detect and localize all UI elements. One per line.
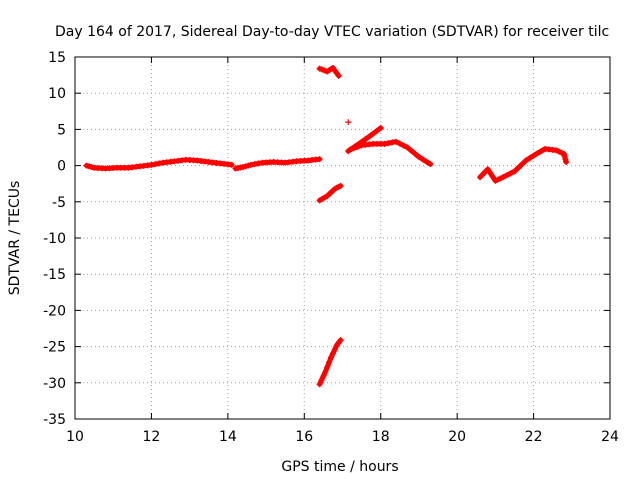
y-tick-label: -10 bbox=[43, 231, 66, 247]
data-point-marker bbox=[500, 174, 506, 181]
data-point-marker bbox=[320, 373, 327, 380]
y-tick-label: 15 bbox=[48, 50, 66, 66]
x-tick-label: 24 bbox=[601, 429, 619, 445]
data-point-marker bbox=[331, 346, 338, 353]
data-point-marker bbox=[389, 139, 396, 146]
data-point-marker bbox=[377, 124, 384, 131]
data-point-marker bbox=[427, 161, 434, 168]
y-tick-label: 5 bbox=[57, 122, 66, 138]
data-point-marker bbox=[412, 150, 419, 157]
data-point-marker bbox=[423, 158, 430, 165]
x-tick-label: 14 bbox=[219, 429, 237, 445]
data-point-marker bbox=[324, 364, 331, 371]
y-tick-label: -25 bbox=[43, 340, 66, 356]
data-point-marker bbox=[328, 354, 335, 361]
data-point-marker bbox=[337, 337, 344, 344]
data-point-marker bbox=[561, 153, 568, 160]
data-point-marker bbox=[152, 161, 159, 168]
data-point-marker bbox=[503, 172, 510, 179]
x-axis-label: GPS time / hours bbox=[281, 459, 398, 475]
x-tick-label: 18 bbox=[372, 429, 390, 445]
data-point-marker bbox=[526, 155, 533, 162]
data-point-marker bbox=[347, 146, 354, 153]
data-point-marker bbox=[396, 140, 403, 147]
data-point-marker bbox=[335, 72, 342, 79]
data-point-marker bbox=[370, 130, 377, 137]
data-point-marker bbox=[404, 144, 411, 151]
chart-title: Day 164 of 2017, Sidereal Day-to-day VTE… bbox=[55, 24, 609, 40]
data-point-marker bbox=[511, 168, 518, 175]
y-tick-label: -15 bbox=[43, 267, 66, 283]
data-point-marker bbox=[489, 173, 496, 180]
data-point-marker bbox=[385, 140, 392, 147]
data-point-marker bbox=[316, 156, 323, 163]
data-point-marker bbox=[408, 147, 415, 154]
data-point-marker bbox=[251, 161, 258, 168]
data-point-marker bbox=[329, 350, 336, 357]
data-point-marker bbox=[562, 156, 569, 163]
data-point-marker bbox=[530, 152, 537, 159]
data-point-marker bbox=[326, 359, 333, 366]
x-tick-label: 22 bbox=[525, 429, 543, 445]
y-tick-label: -20 bbox=[43, 303, 66, 319]
data-point-marker bbox=[255, 160, 262, 167]
x-tick-label: 16 bbox=[295, 429, 313, 445]
x-tick-label: 12 bbox=[143, 429, 161, 445]
data-point-marker bbox=[484, 166, 491, 173]
data-point-marker bbox=[156, 160, 163, 167]
y-tick-label: 0 bbox=[57, 159, 66, 175]
data-point-marker bbox=[345, 119, 352, 126]
data-point-marker bbox=[316, 381, 323, 388]
data-point-marker bbox=[366, 133, 373, 140]
data-point-marker bbox=[507, 170, 514, 177]
data-point-marker bbox=[561, 151, 568, 158]
x-tick-label: 10 bbox=[66, 429, 84, 445]
x-tick-label: 20 bbox=[448, 429, 466, 445]
data-point-marker bbox=[148, 161, 155, 168]
data-points bbox=[83, 64, 570, 388]
data-point-marker bbox=[419, 156, 426, 163]
y-axis-label: SDTVAR / TECUs bbox=[7, 181, 23, 296]
data-point-marker bbox=[318, 377, 325, 384]
data-point-marker bbox=[350, 145, 357, 152]
data-point-marker bbox=[381, 140, 388, 147]
data-point-marker bbox=[373, 127, 380, 134]
y-tick-label: -35 bbox=[43, 412, 66, 428]
grid-lines bbox=[75, 57, 610, 419]
data-point-marker bbox=[515, 164, 522, 171]
data-point-marker bbox=[228, 161, 235, 168]
data-point-marker bbox=[522, 157, 529, 164]
data-point-marker bbox=[519, 161, 526, 168]
data-point-marker bbox=[337, 182, 344, 189]
data-point-marker bbox=[322, 368, 329, 375]
data-point-marker bbox=[487, 170, 494, 177]
data-point-marker bbox=[563, 158, 570, 165]
axis-ticks: 10 12 14 16 18 20 22 24 -35 -30 -25 -20 -15 -10 -5 0 5 10… bbox=[43, 50, 619, 445]
y-tick-label: -5 bbox=[52, 195, 66, 211]
data-point-marker bbox=[400, 142, 407, 149]
data-point-marker bbox=[393, 138, 399, 145]
y-tick-label: -30 bbox=[43, 376, 66, 392]
data-point-marker bbox=[354, 143, 361, 150]
y-tick-label: 10 bbox=[48, 86, 66, 102]
data-point-marker bbox=[247, 161, 254, 168]
data-point-marker bbox=[362, 136, 369, 143]
data-point-marker bbox=[415, 153, 422, 160]
